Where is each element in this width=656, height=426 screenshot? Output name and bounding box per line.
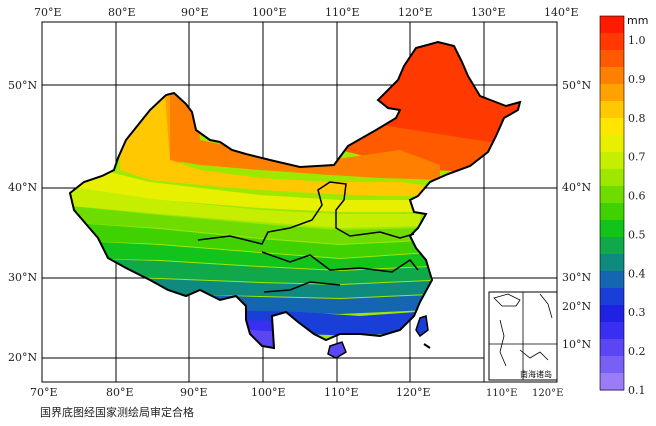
colorbar-tick-label: 0.6	[628, 190, 646, 203]
colorbar: mm 1.0 0.9 0.8 0.7 0.6 0.5 0.4 0.3 0.2 0.1	[599, 14, 648, 397]
colorbar-swatch	[600, 237, 624, 255]
colorbar-swatch	[600, 271, 624, 289]
inset-title: 南海诸岛	[520, 369, 552, 379]
lon-label: 70°E	[30, 386, 58, 399]
colorbar-swatch	[600, 186, 624, 204]
inset-lon-label: 120°E	[532, 388, 563, 399]
lon-label: 90°E	[180, 386, 208, 399]
china-border	[68, 40, 522, 350]
lon-label: 80°E	[108, 6, 136, 19]
lon-label: 80°E	[106, 386, 134, 399]
colorbar-swatch	[600, 118, 624, 136]
inset-lon-label: 110°E	[486, 388, 517, 399]
colorbar-tick-label: 1.0	[628, 34, 646, 47]
colorbar-swatch	[600, 50, 624, 68]
colorbar-swatch	[600, 220, 624, 238]
lat-label: 30°N	[8, 271, 37, 284]
lon-labels-bottom: 70°E 80°E 90°E 100°E 110°E 120°E 110°E 1…	[30, 386, 563, 399]
lon-label: 100°E	[252, 6, 287, 19]
lon-label: 70°E	[34, 6, 62, 19]
colorbar-swatch	[600, 101, 624, 119]
lon-label: 90°E	[181, 6, 209, 19]
lat-label: 50°N	[8, 79, 37, 92]
colorbar-swatch	[600, 373, 624, 391]
colorbar-tick-label: 0.9	[628, 73, 646, 86]
lat-label: 20°N	[8, 351, 37, 364]
colorbar-swatch	[600, 305, 624, 323]
colorbar-swatch	[600, 169, 624, 187]
lat-labels-right: 50°N 40°N 30°N 20°N 10°N	[562, 79, 591, 351]
island-stroke	[423, 343, 431, 349]
lat-label: 20°N	[562, 300, 591, 313]
colorbar-unit: mm	[627, 14, 648, 27]
hainan-island	[327, 341, 347, 359]
colorbar-swatch	[600, 356, 624, 374]
colorbar-stripes	[600, 16, 624, 391]
colorbar-tick-label: 0.4	[628, 267, 646, 280]
colorbar-swatch	[600, 152, 624, 170]
colorbar-swatch	[600, 84, 624, 102]
lat-label: 30°N	[562, 271, 591, 284]
lat-label: 10°N	[562, 338, 591, 351]
colorbar-swatch	[600, 67, 624, 85]
colorbar-swatch	[600, 288, 624, 306]
colorbar-swatch	[600, 135, 624, 153]
colorbar-tick-label: 0.7	[628, 151, 646, 164]
colorbar-tick-label: 0.5	[628, 228, 646, 241]
colorbar-swatch	[600, 322, 624, 340]
colorbar-labels: 1.0 0.9 0.8 0.7 0.6 0.5 0.4 0.3 0.2 0.1	[628, 34, 646, 397]
colorbar-swatch	[600, 33, 624, 51]
colorbar-swatch	[600, 339, 624, 357]
colorbar-swatch	[600, 254, 624, 272]
lon-label: 110°E	[324, 386, 359, 399]
lat-labels-left: 50°N 40°N 30°N 20°N	[8, 79, 37, 364]
lat-label: 40°N	[562, 181, 591, 194]
approval-note: 国界底图经国家测绘局审定合格	[40, 406, 194, 419]
colorbar-tick-label: 0.3	[628, 306, 646, 319]
lon-labels-top: 70°E 80°E 90°E 100°E 110°E 120°E 130°E 1…	[34, 6, 579, 19]
lon-label: 120°E	[398, 6, 433, 19]
lat-label: 50°N	[562, 79, 591, 92]
colorbar-tick-label: 0.2	[628, 345, 646, 358]
lon-label: 120°E	[396, 386, 431, 399]
colorbar-swatch	[600, 16, 624, 34]
lon-label: 130°E	[471, 6, 506, 19]
south-china-sea-inset: 南海诸岛	[488, 291, 558, 381]
lon-label: 140°E	[544, 6, 579, 19]
colorbar-tick-label: 0.1	[628, 384, 646, 397]
lon-label: 100°E	[251, 386, 286, 399]
taiwan-island	[415, 315, 429, 338]
lat-label: 40°N	[8, 181, 37, 194]
colorbar-tick-label: 0.8	[628, 112, 646, 125]
lon-label: 110°E	[325, 6, 360, 19]
basin-boundaries	[197, 181, 419, 293]
colorbar-swatch	[600, 203, 624, 221]
